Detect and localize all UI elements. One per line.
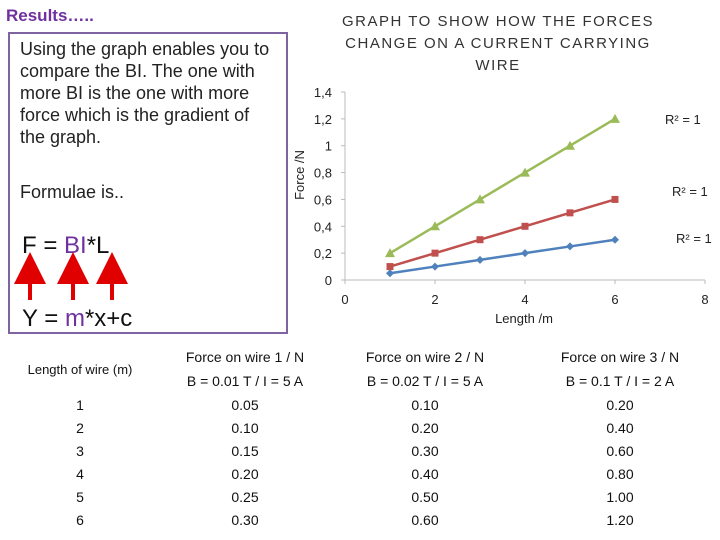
- table-row: 6 0.30 0.60 1.20: [0, 508, 720, 531]
- header-cell: B = 0.02 T / I = 5 A: [366, 373, 484, 389]
- formula-part: Y =: [22, 305, 65, 332]
- marker: [476, 236, 484, 244]
- annotation: R² = 1: [665, 112, 701, 127]
- header-cell: B = 0.01 T / I = 5 A: [186, 373, 304, 389]
- series-line: [389, 198, 616, 268]
- annotation: R² = 1: [672, 184, 708, 199]
- table-row: 1 0.05 0.10 0.20: [0, 393, 720, 416]
- y-tick-label: 1,4: [314, 85, 332, 100]
- table-cell: 3: [76, 442, 84, 459]
- marker: [431, 262, 439, 271]
- table-cell: 1.00: [606, 488, 634, 505]
- arrows: [14, 252, 128, 300]
- table-cell: 0.20: [411, 419, 439, 436]
- y-tick-label: 0: [325, 273, 332, 288]
- table-cell: 0.05: [231, 396, 259, 413]
- header-cell: Length of wire (m): [27, 361, 133, 377]
- marker: [566, 209, 574, 217]
- table-row: 3 0.15 0.30 0.60: [0, 439, 720, 462]
- table-cell: 0.80: [606, 465, 634, 482]
- table-cell: 0.50: [411, 488, 439, 505]
- header-cell: Force on wire 1 / N: [185, 349, 305, 365]
- marker: [430, 221, 440, 231]
- annotation: R² = 1: [676, 231, 712, 246]
- x-tick-label: 6: [611, 292, 618, 307]
- table-cell: 1: [76, 396, 84, 413]
- y-tick-label: 1: [325, 139, 332, 154]
- table-cell: 2: [76, 419, 84, 436]
- marker: [520, 167, 530, 177]
- formula-part: *x+c: [84, 305, 133, 332]
- marker: [566, 242, 574, 251]
- y-tick-label: 0,4: [314, 219, 332, 234]
- x-tick-label: 8: [701, 292, 708, 307]
- table-cell: 0.30: [411, 442, 439, 459]
- marker: [476, 255, 484, 264]
- y-tick-label: 0,2: [314, 246, 332, 261]
- title-line: WIRE: [475, 57, 520, 74]
- table-row: 2 0.10 0.20 0.40: [0, 416, 720, 439]
- table-row: 4 0.20 0.40 0.80: [0, 462, 720, 485]
- y-tick-label: 0,8: [314, 166, 332, 181]
- marker: [521, 222, 529, 230]
- marker: [610, 113, 620, 123]
- chart: GRAPH TO SHOW HOW THE FORCES CHANGE ON A …: [292, 13, 712, 326]
- x-axis-label: Length /m: [495, 311, 553, 326]
- table-cell: 0.10: [231, 419, 259, 436]
- x-tick-label: 2: [431, 292, 438, 307]
- table-cell: 0.20: [231, 465, 259, 482]
- header-row: Length of wire (m) Force on wire 1 / N For…: [0, 345, 720, 377]
- chart-title: GRAPH TO SHOW HOW THE FORCES CHANGE ON A …: [342, 13, 654, 74]
- table-row: 5 0.25 0.50 1.00: [0, 485, 720, 508]
- series-line: [389, 117, 616, 255]
- x-tick-label: 4: [521, 292, 528, 307]
- table-cell: 5: [76, 488, 84, 505]
- formula-part: m: [64, 305, 85, 332]
- table-cell: 0.60: [606, 442, 634, 459]
- x-tick-label: 0: [341, 292, 348, 307]
- data-table: Length of wire (m) Force on wire 1 / N For…: [0, 345, 720, 531]
- marker: [611, 235, 619, 244]
- table-cell: 0.40: [606, 419, 634, 436]
- slide-heading: Results…..: [6, 6, 94, 25]
- table-cell: 6: [76, 511, 84, 528]
- table-cell: 0.30: [231, 511, 259, 528]
- header-cell: Force on wire 3 / N: [560, 349, 680, 365]
- explanation: Using the graph enables you to compare t…: [20, 39, 270, 147]
- y-axis-label: Force /N: [292, 150, 307, 200]
- header-cell: Force on wire 2 / N: [365, 349, 485, 365]
- table-cell: 1.20: [606, 511, 634, 528]
- table-cell: 0.20: [606, 396, 634, 413]
- header-row: B = 0.01 T / I = 5 A B = 0.02 T / I = 5 A…: [0, 369, 720, 393]
- table-cell: 0.25: [231, 488, 259, 505]
- marker: [521, 249, 529, 258]
- table-cell: 0.60: [411, 511, 439, 528]
- table-cell: 0.40: [411, 465, 439, 482]
- text-box: [8, 32, 288, 334]
- marker: [385, 248, 395, 258]
- marker: [386, 269, 394, 278]
- y-tick-label: 0,6: [314, 192, 332, 207]
- table-cell: 0.15: [231, 442, 259, 459]
- marker: [386, 263, 394, 271]
- header-cell: B = 0.1 T / I = 2 A: [565, 373, 675, 389]
- title-line: GRAPH TO SHOW HOW THE FORCES: [342, 13, 654, 30]
- marker: [475, 194, 485, 204]
- series-line: [389, 238, 616, 275]
- marker: [565, 140, 575, 150]
- table-cell: 4: [76, 465, 84, 482]
- table-cell: 0.10: [411, 396, 439, 413]
- marker: [611, 195, 619, 203]
- formula-label: Formulae is..: [20, 182, 125, 202]
- marker: [431, 249, 439, 257]
- title-line: CHANGE ON A CURRENT CARRYING: [345, 35, 651, 52]
- y-tick-label: 1,2: [314, 112, 332, 127]
- formula: Y = m*x+c: [22, 305, 132, 333]
